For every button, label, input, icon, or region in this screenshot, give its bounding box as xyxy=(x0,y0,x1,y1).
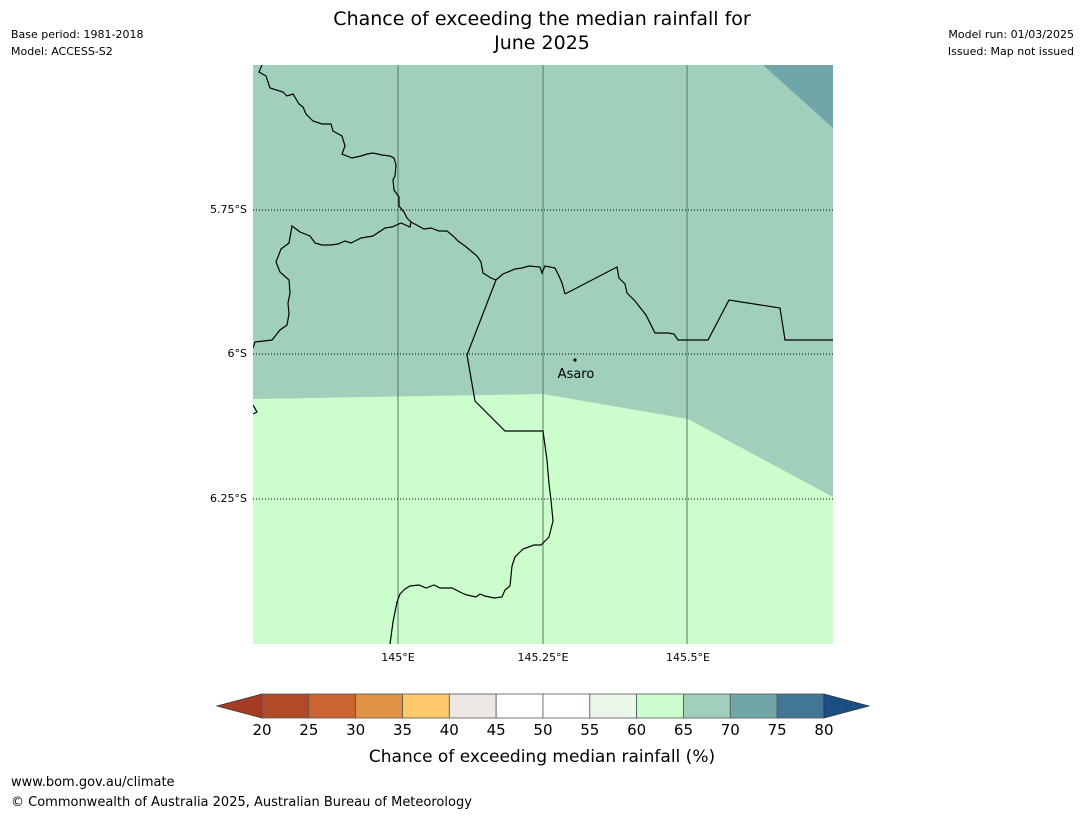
lat-label-6s: 6°S xyxy=(228,347,247,360)
map-panel: Asaro xyxy=(253,65,833,644)
boundary-line xyxy=(495,265,566,295)
lat-label-6-25s: 6.25°S xyxy=(210,492,247,505)
colorbar-cell xyxy=(448,693,497,719)
colorbar-title: Chance of exceeding median rainfall (%) xyxy=(369,747,715,767)
colorbar-tick-label: 80 xyxy=(814,721,833,739)
colorbar-tick-label: 70 xyxy=(721,721,740,739)
issued-text: Issued: Map not issued xyxy=(947,45,1074,58)
colorbar-extend-low xyxy=(215,693,263,719)
boundary-line xyxy=(564,266,833,341)
colorbar-tick-label: 75 xyxy=(768,721,787,739)
base-period-text: Base period: 1981-2018 xyxy=(11,28,144,41)
colorbar-cell xyxy=(402,693,450,719)
latitude-labels: 5.75°S 6°S 6.25°S xyxy=(210,203,247,505)
colorbar-tick-label: 60 xyxy=(627,721,646,739)
boundary-line xyxy=(410,221,497,281)
colorbar-tick-label: 30 xyxy=(346,721,365,739)
colorbar-tick-label: 65 xyxy=(674,721,693,739)
footer-copyright: © Commonwealth of Australia 2025, Austra… xyxy=(11,795,472,810)
lon-label-145-25e: 145.25°E xyxy=(518,651,569,664)
colorbar-cell xyxy=(636,693,684,719)
boundary-line xyxy=(389,279,554,644)
longitude-labels: 145°E 145.25°E 145.5°E xyxy=(381,651,710,664)
colorbar-cell xyxy=(495,693,544,719)
colorbar-extend-high xyxy=(823,693,871,719)
map-title: Chance of exceeding the median rainfall … xyxy=(242,7,842,55)
colorbar-cells xyxy=(215,693,871,719)
colorbar: 20 25 30 35 40 45 50 55 60 65 70 75 80 Chance of exc… xyxy=(215,693,871,767)
colorbar-tick-label: 20 xyxy=(252,721,271,739)
colorbar-tick-label: 25 xyxy=(299,721,318,739)
meta-right: Model run: 01/03/2025 Issued: Map not is… xyxy=(948,26,1074,60)
lat-label-5-75s: 5.75°S xyxy=(210,203,247,216)
colorbar-cell xyxy=(683,693,731,719)
colorbar-tick-label: 55 xyxy=(580,721,599,739)
town-label: Asaro xyxy=(558,367,595,382)
model-text: Model: ACCESS-S2 xyxy=(11,45,113,58)
colorbar-cell xyxy=(729,693,778,719)
colorbar-tick-label: 35 xyxy=(393,721,412,739)
footer-url: www.bom.gov.au/climate xyxy=(11,775,175,790)
colorbar-tick-label: 50 xyxy=(533,721,552,739)
town-marker xyxy=(573,358,577,362)
boundary-line xyxy=(253,65,412,349)
colorbar-cell xyxy=(308,693,357,719)
colorbar-ticks: 20 25 30 35 40 45 50 55 60 65 70 75 80 xyxy=(252,721,833,739)
colorbar-tick-label: 40 xyxy=(440,721,459,739)
colorbar-cell xyxy=(589,693,638,719)
title-line-2: June 2025 xyxy=(494,32,590,54)
colorbar-cell xyxy=(542,693,591,719)
meta-left: Base period: 1981-2018 Model: ACCESS-S2 xyxy=(11,26,143,60)
colorbar-cell xyxy=(261,693,310,719)
colorbar-cell xyxy=(776,693,825,719)
title-line-1: Chance of exceeding the median rainfall … xyxy=(333,8,751,30)
boundary-line xyxy=(253,404,258,415)
lon-label-145e: 145°E xyxy=(381,651,414,664)
model-run-text: Model run: 01/03/2025 xyxy=(948,28,1074,41)
region-70-75 xyxy=(763,65,833,128)
lon-label-145-5e: 145.5°E xyxy=(666,651,710,664)
colorbar-tick-label: 45 xyxy=(487,721,506,739)
colorbar-cell xyxy=(355,693,403,719)
